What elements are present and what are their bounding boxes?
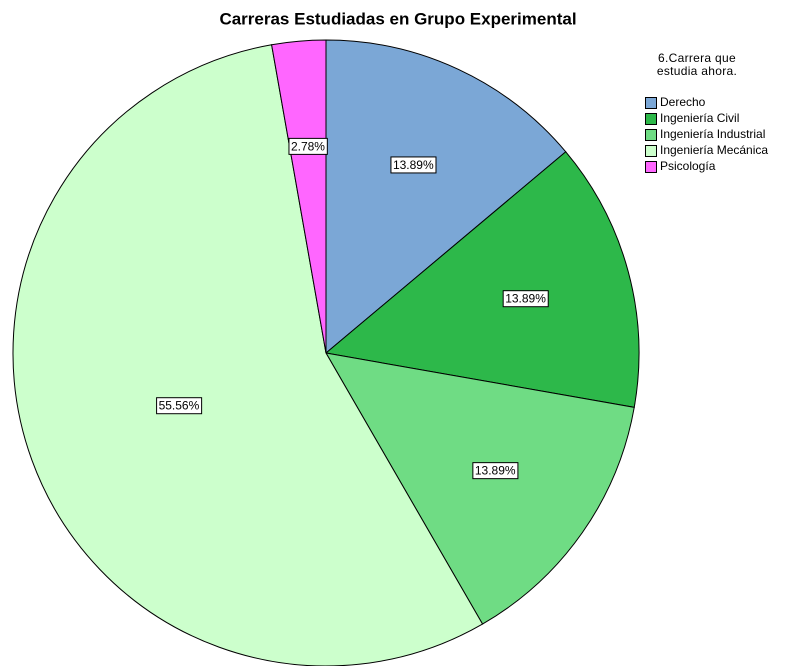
legend-label: Derecho <box>660 95 706 109</box>
data-label-box <box>472 462 519 480</box>
data-label: 13.89% <box>393 158 434 172</box>
legend-swatch <box>645 97 657 109</box>
data-label-box <box>390 156 437 174</box>
data-label-box <box>502 290 549 308</box>
legend-label: Ingeniería Civil <box>660 111 739 125</box>
data-label: 2.78% <box>291 139 325 153</box>
data-label: 55.56% <box>159 399 200 413</box>
data-label: 13.89% <box>505 292 546 306</box>
legend-swatch <box>645 113 657 125</box>
data-label: 13.89% <box>475 464 516 478</box>
pie-slice <box>325 39 567 355</box>
legend-label: Ingeniería Mecánica <box>660 143 768 157</box>
pie-slice <box>324 151 640 408</box>
data-label-box <box>156 397 203 415</box>
chart-title: Carreras Estudiadas en Grupo Experimenta… <box>219 9 576 28</box>
legend-swatch <box>645 161 657 173</box>
legend-swatch <box>645 129 657 141</box>
legend-label: Psicología <box>660 159 716 173</box>
pie-slice <box>325 352 635 625</box>
pie-slice <box>271 39 327 354</box>
legend-swatch <box>645 145 657 157</box>
legend-label: Ingeniería Industrial <box>660 127 765 141</box>
legend-title: 6.Carrera que estudia ahora. <box>656 51 738 78</box>
data-label-box <box>288 137 328 155</box>
